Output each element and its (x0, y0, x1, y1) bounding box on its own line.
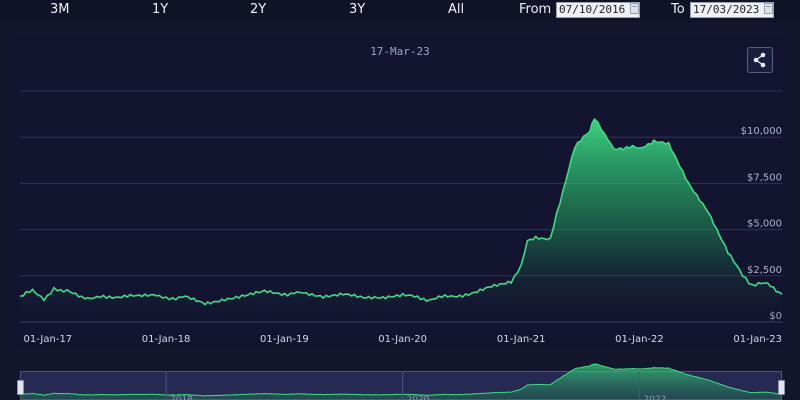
x-tick-label: 01-Jan-22 (615, 334, 664, 345)
range-button-1y[interactable]: 1Y (152, 2, 169, 17)
chart-date-label: 17-Mar-23 (370, 45, 430, 58)
x-tick-label: 01-Jan-21 (497, 334, 546, 345)
share-icon (753, 52, 766, 68)
navigator[interactable] (20, 371, 782, 400)
x-tick-label: 01-Jan-23 (733, 334, 782, 345)
range-button-3y[interactable]: 3Y (349, 2, 366, 17)
x-tick-label: 01-Jan-20 (378, 334, 427, 345)
x-tick-label: 01-Jan-17 (24, 334, 73, 345)
calendar-icon[interactable] (630, 3, 639, 14)
calendar-icon[interactable] (764, 3, 773, 14)
price-line (20, 117, 783, 306)
navigator-left-handle[interactable] (17, 380, 24, 395)
from-date-input[interactable]: 07/10/2016 (556, 2, 640, 18)
y-tick-label: $10,000 (741, 126, 782, 137)
x-tick-label: 01-Jan-19 (260, 334, 309, 345)
to-date-input[interactable]: 17/03/2023 (690, 2, 774, 18)
navigator-right-handle[interactable] (778, 380, 785, 395)
range-button-2y[interactable]: 2Y (250, 2, 267, 17)
y-tick-label: $2,500 (747, 265, 782, 276)
range-button-all[interactable]: All (448, 2, 465, 17)
price-area (20, 119, 782, 322)
x-tick-label: 01-Jan-18 (142, 334, 191, 345)
to-label: To (671, 2, 685, 17)
y-tick-label: $7,500 (747, 172, 782, 183)
from-label: From (519, 2, 552, 17)
range-button-3m[interactable]: 3M (50, 2, 70, 17)
share-button[interactable] (747, 47, 773, 73)
y-tick-label: $5,000 (747, 219, 782, 230)
